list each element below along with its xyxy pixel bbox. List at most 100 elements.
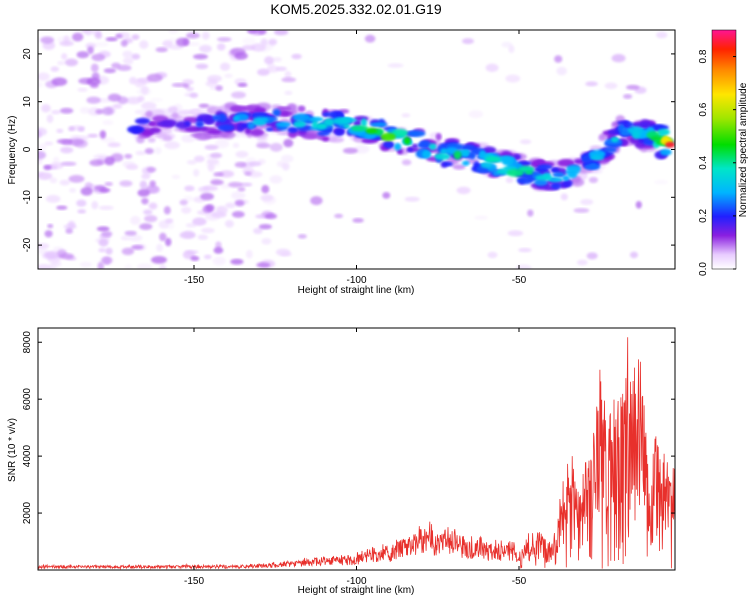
- heatmap-cell: [148, 121, 156, 126]
- heatmap-cell: [123, 57, 134, 65]
- heatmap-cell: [195, 63, 209, 70]
- heatmap-cell: [120, 39, 128, 47]
- heatmap-cell: [192, 217, 207, 226]
- heatmap-cell: [392, 128, 408, 138]
- heatmap-cell: [69, 188, 77, 193]
- heatmap-cell: [202, 185, 218, 191]
- heatmap-cell: [364, 34, 376, 43]
- heatmap-cell: [146, 166, 157, 173]
- heatmap-cell: [177, 109, 194, 116]
- heatmap-cell: [323, 118, 335, 126]
- heatmap-cell: [283, 138, 294, 148]
- heatmap-cell: [515, 264, 532, 269]
- heatmap-cell: [329, 136, 345, 143]
- heatmap-cell: [485, 156, 501, 163]
- heatmap-cell: [45, 195, 61, 203]
- heatmap-cell: [284, 90, 293, 96]
- heatmap-cell: [411, 143, 419, 149]
- heatmap-cell: [585, 81, 598, 87]
- heatmap-cell: [125, 96, 142, 105]
- heatmap-cell: [232, 115, 240, 122]
- y-tick-label: 8000: [22, 331, 33, 354]
- heatmap-cell: [332, 117, 350, 125]
- heatmap-cell: [121, 247, 135, 256]
- heatmap-cell: [265, 127, 274, 132]
- heatmap-cell: [159, 232, 167, 242]
- heatmap-cell: [282, 162, 290, 171]
- heatmap-cell: [611, 136, 619, 143]
- heatmap-cell: [186, 32, 200, 39]
- heatmap-cell: [46, 114, 54, 123]
- heatmap-cell: [103, 68, 116, 74]
- heatmap-cell: [535, 174, 553, 181]
- heatmap-cell: [38, 143, 47, 151]
- heatmap-cell: [230, 105, 247, 112]
- heatmap-cell: [287, 126, 299, 133]
- colorbar-gradient: [711, 29, 737, 270]
- heatmap-cell: [131, 34, 140, 40]
- heatmap-cell: [68, 138, 85, 146]
- colorbar-tick-label: 0.8: [698, 49, 709, 63]
- heatmap-cell: [598, 134, 607, 142]
- heatmap-cell: [258, 224, 272, 230]
- heatmap-cell: [77, 87, 88, 92]
- heatmap-cell: [620, 131, 630, 136]
- heatmap-cell: [474, 215, 489, 220]
- heatmap-cell: [552, 172, 565, 178]
- heatmap-cell: [99, 130, 107, 139]
- snr-y-ticks: 2000 4000 6000 8000: [22, 331, 675, 524]
- snr-x-ticks: -150 -100 -50: [184, 328, 527, 587]
- heatmap-cell: [199, 44, 212, 53]
- heatmap-cell: [91, 201, 99, 210]
- heatmap-cell: [265, 213, 277, 220]
- heatmap-cell: [72, 32, 84, 42]
- heatmap-cell: [155, 47, 168, 53]
- heatmap-cell: [127, 125, 145, 134]
- heatmap-cell: [119, 180, 133, 187]
- heatmap-cell: [60, 161, 77, 166]
- heatmap-cell: [211, 211, 227, 218]
- heatmap-cell: [144, 148, 154, 155]
- heatmap-cell: [352, 218, 364, 223]
- heatmap-cell: [554, 55, 563, 63]
- heatmap-cell: [139, 180, 148, 190]
- heatmap-cell: [122, 50, 133, 58]
- heatmap-cell: [57, 60, 65, 66]
- heatmap-cell: [89, 159, 104, 167]
- heatmap-cell: [428, 143, 437, 151]
- heatmap-cell: [156, 121, 173, 127]
- heatmap-cell: [131, 53, 141, 60]
- heatmap-cell: [137, 263, 153, 269]
- heatmap-cell: [456, 186, 471, 195]
- heatmap-cell: [252, 113, 267, 118]
- heatmap-cell: [275, 66, 287, 72]
- heatmap-cell: [215, 85, 223, 91]
- heatmap-cell: [234, 52, 248, 60]
- heatmap-cell: [237, 186, 246, 192]
- heatmap-cell: [50, 66, 60, 72]
- heatmap-cell: [550, 167, 559, 173]
- heatmap-cell: [124, 230, 137, 236]
- heatmap-cell: [213, 172, 224, 177]
- heatmap-cell: [218, 113, 227, 123]
- heatmap-cell: [256, 143, 271, 149]
- heatmap-cell: [654, 179, 668, 185]
- heatmap-cell: [38, 158, 43, 165]
- heatmap-cell: [360, 118, 367, 127]
- heatmap-cell: [230, 258, 244, 265]
- heatmap-cell: [162, 135, 173, 142]
- heatmap-cell: [38, 264, 52, 269]
- heatmap-cell: [76, 199, 87, 207]
- heatmap-cell: [404, 196, 420, 202]
- heatmap-cell: [350, 125, 369, 132]
- heatmap-cell: [135, 150, 146, 156]
- heatmap-cell: [38, 82, 43, 88]
- heatmap-cell: [586, 252, 598, 260]
- heatmap-cell: [120, 235, 131, 241]
- heatmap-cell: [452, 164, 466, 170]
- heatmap-cell: [220, 183, 231, 190]
- colorbar-label: Normalized spectral amplitude: [738, 82, 749, 217]
- snr-x-label: Height of straight line (km): [298, 585, 415, 596]
- heatmap-cell: [193, 53, 208, 60]
- heatmap-cell: [342, 147, 358, 154]
